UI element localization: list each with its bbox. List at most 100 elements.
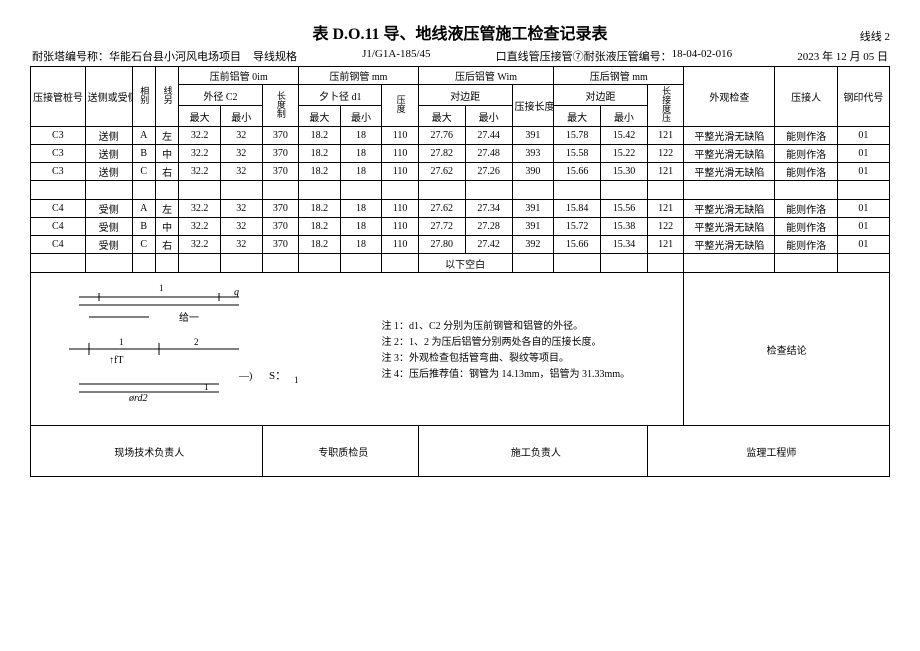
- cell-a1: 32.2: [179, 163, 221, 181]
- th-visual: 外观检查: [684, 67, 775, 127]
- cell-d3: 121: [647, 163, 683, 181]
- meta-spec-value: J1/G1A-185/45: [362, 48, 430, 64]
- note-2: 注 2：1、2 为压后铝管分别两处各自的压接长度。: [382, 335, 631, 351]
- cell-s: 受侧: [85, 200, 132, 218]
- line-number: 线线 2: [860, 28, 890, 44]
- cell-b3: 110: [382, 145, 418, 163]
- svg-text:ørd2: ørd2: [128, 393, 148, 404]
- cell-a2: 32: [220, 236, 262, 254]
- cell-l: 中: [155, 145, 178, 163]
- svg-text:↑fT: ↑fT: [109, 355, 123, 366]
- table-body: C3送侧A左32.23237018.21811027.7627.4439115.…: [31, 127, 890, 254]
- cell-d2: 15.42: [601, 127, 648, 145]
- cell-gy: 01: [837, 200, 889, 218]
- cell-b1: 18.2: [299, 200, 341, 218]
- cell-n: C3: [31, 127, 86, 145]
- th-max: 最大: [418, 106, 465, 127]
- cell-a2: 32: [220, 145, 262, 163]
- cell-a1: 32.2: [179, 127, 221, 145]
- note-1: 注 1：d1、C2 分别为压前钢管和铝管的外径。: [382, 319, 631, 335]
- cell-c1: 27.72: [418, 218, 465, 236]
- cell-gy: 01: [837, 163, 889, 181]
- cell-c1: 27.76: [418, 127, 465, 145]
- table-row: C3送侧A左32.23237018.21811027.7627.4439115.…: [31, 127, 890, 145]
- th-g1v: 长度制: [262, 85, 298, 127]
- check-conclusion: 检查结论: [684, 273, 890, 426]
- cell-p: A: [132, 200, 155, 218]
- cell-wg: 平整光滑无缺陷: [684, 236, 775, 254]
- svg-text:g: g: [234, 287, 239, 298]
- cell-l: 左: [155, 200, 178, 218]
- cell-d3: 121: [647, 127, 683, 145]
- cell-gy: 01: [837, 218, 889, 236]
- cell-d2: 15.34: [601, 236, 648, 254]
- cell-c2: 27.34: [465, 200, 512, 218]
- cell-c3: 391: [512, 218, 554, 236]
- cell-s: 受侧: [85, 236, 132, 254]
- cell-n: C3: [31, 163, 86, 181]
- meta-row: 耐张塔编号称： 华能石台县小河风电场项目 导线规格 J1/G1A-185/45 …: [30, 48, 890, 64]
- diagram-row: 1 g 给一 1 2 ↑fT ørd2: [31, 273, 890, 426]
- table-row: C4受侧C右32.23237018.21811027.8027.4239215.…: [31, 236, 890, 254]
- th-min: 最小: [465, 106, 512, 127]
- cell-b1: 18.2: [299, 163, 341, 181]
- signature-row: 现场技术负责人 专职质检员 施工负责人 监理工程师: [31, 426, 890, 477]
- th-g4a: 对边距: [554, 85, 648, 106]
- cell-l: 左: [155, 127, 178, 145]
- svg-text:1: 1: [159, 283, 164, 293]
- th-min: 最小: [601, 106, 648, 127]
- cell-a1: 32.2: [179, 200, 221, 218]
- table-row: C4受侧A左32.23237018.21811027.6227.3439115.…: [31, 200, 890, 218]
- th-side: 送侧或受侧: [85, 67, 132, 127]
- cell-d3: 121: [647, 200, 683, 218]
- cell-s: 送侧: [85, 145, 132, 163]
- cell-l: 右: [155, 163, 178, 181]
- cell-wg: 平整光滑无缺陷: [684, 200, 775, 218]
- cell-c1: 27.62: [418, 200, 465, 218]
- cell-b1: 18.2: [299, 236, 341, 254]
- cell-c3: 390: [512, 163, 554, 181]
- table-row: C3送侧B中32.23237018.21811027.8227.4839315.…: [31, 145, 890, 163]
- svg-text:—): —): [238, 371, 252, 382]
- cell-p: B: [132, 145, 155, 163]
- meta-type-label: 口直线管压接管⑦耐张液压管编号：: [496, 48, 672, 64]
- svg-text:S：: S：: [269, 370, 286, 382]
- cell-yj: 能则作洛: [775, 127, 837, 145]
- cell-yj: 能则作洛: [775, 218, 837, 236]
- cell-c2: 27.48: [465, 145, 512, 163]
- th-max: 最大: [299, 106, 341, 127]
- cell-b2: 18: [340, 145, 382, 163]
- inspection-table: 压接管桩号 送侧或受侧 相别 线另 压前铝管 0im 压前钢管 mm 压后铝管 …: [30, 66, 890, 477]
- cell-a3: 370: [262, 127, 298, 145]
- cell-d1: 15.58: [554, 145, 601, 163]
- th-pile-no: 压接管桩号: [31, 67, 86, 127]
- cell-b2: 18: [340, 236, 382, 254]
- cell-wg: 平整光滑无缺陷: [684, 163, 775, 181]
- th-g2v: 压度: [382, 85, 418, 127]
- note-4: 注 4：压后推荐值：钢管为 14.13mm，铝管为 31.33mm。: [382, 367, 631, 383]
- cell-gy: 01: [837, 145, 889, 163]
- sign-qc: 专职质检员: [262, 426, 418, 477]
- meta-type-value: 18-04-02-016: [672, 48, 733, 64]
- cell-a2: 32: [220, 200, 262, 218]
- cell-d1: 15.78: [554, 127, 601, 145]
- cell-a3: 370: [262, 145, 298, 163]
- cell-l: 中: [155, 218, 178, 236]
- cell-b2: 18: [340, 163, 382, 181]
- cell-d1: 15.66: [554, 236, 601, 254]
- cell-c1: 27.62: [418, 163, 465, 181]
- svg-text:1: 1: [294, 375, 299, 385]
- table-row: C3送侧C右32.23237018.21811027.6227.2639015.…: [31, 163, 890, 181]
- cell-b1: 18.2: [299, 145, 341, 163]
- cell-b2: 18: [340, 218, 382, 236]
- cell-s: 送侧: [85, 127, 132, 145]
- cell-d3: 122: [647, 218, 683, 236]
- th-phase: 相别: [132, 67, 155, 127]
- pipe-diagram: 1 g 给一 1 2 ↑fT ørd2: [39, 279, 339, 409]
- separator-row: [31, 181, 890, 200]
- cell-wg: 平整光滑无缺陷: [684, 145, 775, 163]
- th-g1a: 外径 C2: [179, 85, 262, 106]
- th-min: 最小: [340, 106, 382, 127]
- sign-supervisor: 监理工程师: [647, 426, 889, 477]
- cell-c2: 27.44: [465, 127, 512, 145]
